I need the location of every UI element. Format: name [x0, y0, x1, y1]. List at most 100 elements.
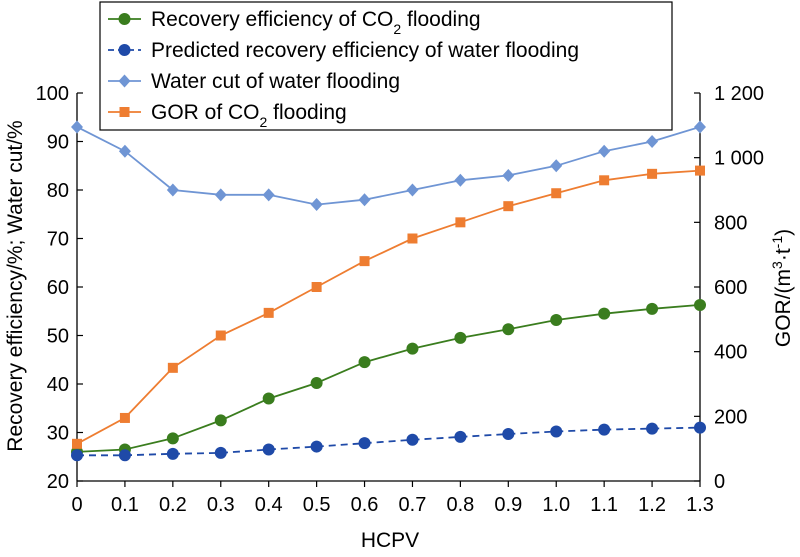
- legend-label: GOR of CO2 flooding: [151, 101, 347, 130]
- data-point: [311, 282, 322, 292]
- data-point: [406, 433, 419, 446]
- x-tick-label: 0.5: [303, 494, 331, 516]
- data-point: [406, 342, 419, 355]
- right-y-tick-label: 1 200: [714, 83, 764, 105]
- data-point: [694, 120, 706, 134]
- x-tick-label: 0.8: [446, 494, 474, 516]
- legend-marker: [119, 107, 130, 117]
- data-point: [358, 193, 371, 207]
- data-point: [262, 443, 275, 456]
- gor-series: [72, 165, 705, 449]
- left-y-tick-label: 100: [36, 83, 69, 105]
- legend-item: Water cut of water flooding: [108, 70, 400, 93]
- data-point: [118, 449, 131, 462]
- right-y-tick-label: 600: [714, 277, 747, 299]
- data-point: [646, 422, 659, 435]
- series-line: [77, 426, 701, 457]
- legend-item: Predicted recovery efficiency of water f…: [108, 39, 579, 62]
- left-y-tick-label: 50: [47, 326, 69, 348]
- right-y-tick-label: 800: [714, 212, 747, 234]
- data-point: [550, 159, 563, 173]
- x-tick-label: 1.0: [542, 494, 570, 516]
- data-point: [454, 430, 467, 443]
- right-y-tick-label: 1 000: [714, 148, 764, 170]
- data-point: [598, 307, 611, 320]
- data-point: [646, 302, 659, 315]
- series-layer: [71, 120, 706, 462]
- left-y-tick-label: 70: [47, 229, 69, 251]
- data-point: [310, 377, 323, 390]
- data-point: [454, 331, 467, 344]
- data-point: [262, 392, 275, 405]
- x-tick-label: 0.7: [399, 494, 427, 516]
- data-point: [359, 256, 370, 267]
- left-y-tick-label: 20: [47, 471, 69, 493]
- legend-marker: [118, 74, 131, 88]
- data-point: [598, 423, 611, 436]
- data-point: [502, 427, 515, 440]
- legend-marker: [118, 44, 131, 56]
- data-point: [358, 437, 371, 450]
- data-point: [406, 183, 419, 197]
- x-tick-label: 0.1: [111, 494, 139, 516]
- data-point: [310, 198, 323, 212]
- data-point: [694, 298, 706, 311]
- data-point: [214, 414, 227, 427]
- x-tick-label: 1.3: [686, 494, 714, 516]
- data-point: [166, 183, 179, 197]
- x-tick-label: 1.2: [638, 494, 666, 516]
- data-point: [646, 135, 659, 148]
- data-point: [694, 421, 706, 434]
- legend-item: GOR of CO2 flooding: [108, 101, 347, 130]
- legend-label: Water cut of water flooding: [151, 70, 400, 93]
- data-point: [455, 217, 466, 228]
- right-y-tick-label: 200: [714, 406, 747, 428]
- x-tick-label: 0.4: [255, 494, 283, 516]
- data-point: [119, 412, 130, 423]
- data-point: [454, 173, 467, 187]
- series-line: [76, 169, 701, 445]
- data-point: [263, 307, 274, 318]
- data-point: [695, 165, 705, 176]
- legend-label: Predicted recovery efficiency of water f…: [151, 39, 579, 62]
- data-point: [166, 447, 179, 460]
- left-y-tick-label: 40: [47, 374, 69, 396]
- data-point: [71, 449, 83, 462]
- water-recovery-series: [71, 421, 706, 462]
- data-point: [166, 432, 179, 445]
- legend-box: [99, 1, 673, 131]
- data-point: [550, 313, 563, 326]
- x-tick-label: 0.3: [207, 494, 235, 516]
- legend-label: Recovery efficiency of CO2 flooding: [151, 8, 481, 37]
- data-point: [214, 188, 227, 202]
- right-y-tick-label: 0: [714, 471, 725, 493]
- data-point: [358, 356, 371, 369]
- x-tick-label: 0.2: [159, 494, 187, 516]
- data-point: [71, 120, 83, 134]
- series-line: [76, 304, 701, 453]
- x-tick-label: 0: [71, 494, 82, 516]
- data-point: [551, 188, 562, 199]
- data-point: [598, 144, 611, 158]
- data-point: [72, 438, 82, 449]
- left-y-axis: 20 30 40 50 60 70 80 90 100: [36, 83, 83, 493]
- right-y-axis: 0 200 400 600 800 1 000 1 200: [694, 83, 764, 493]
- legend-item: Recovery efficiency of CO2 flooding: [108, 8, 481, 37]
- right-y-axis-title: GOR/(m3·t-1): [769, 229, 795, 347]
- data-point: [215, 330, 226, 341]
- data-point: [599, 175, 610, 186]
- co2-recovery-series: [71, 298, 706, 458]
- left-y-tick-label: 80: [47, 180, 69, 202]
- data-point: [502, 323, 515, 336]
- data-point: [214, 446, 227, 459]
- left-y-tick-label: 30: [47, 423, 69, 445]
- data-point: [310, 440, 323, 453]
- data-point: [118, 144, 131, 158]
- legend: Recovery efficiency of CO2 floodingPredi…: [99, 1, 673, 131]
- left-y-tick-label: 60: [47, 277, 69, 299]
- data-point: [647, 168, 658, 179]
- x-axis: 0 0.1 0.2 0.3 0.4 0.5 0.6 0.7 0.8 0.9 1.0 1.1 1.2 1.3: [71, 481, 714, 516]
- x-tick-label: 1.1: [590, 494, 618, 516]
- data-point: [550, 425, 563, 438]
